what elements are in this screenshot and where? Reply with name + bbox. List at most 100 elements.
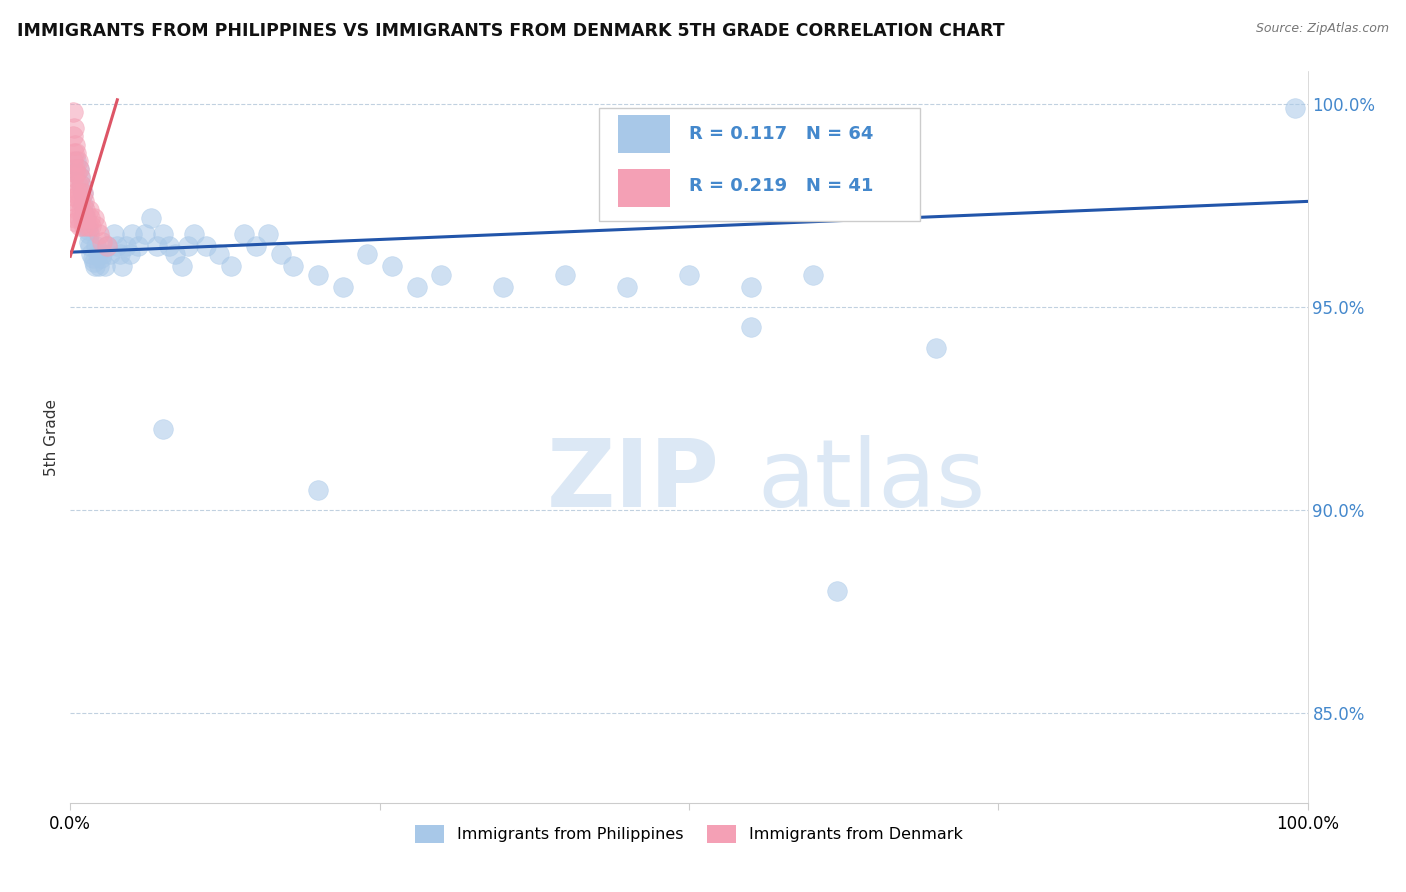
Point [157, 239, 180, 253]
Point [62, 153, 84, 168]
Point [245, 239, 267, 253]
Point [70, 202, 93, 217]
Point [152, 422, 174, 436]
Point [139, 211, 162, 225]
Point [740, 279, 762, 293]
Point [77, 227, 100, 241]
Point [83, 211, 105, 225]
Point [405, 279, 427, 293]
Point [84, 239, 107, 253]
Point [63, 121, 86, 136]
Point [65, 166, 87, 180]
Point [70, 178, 93, 193]
Point [740, 320, 762, 334]
Point [67, 161, 90, 176]
Point [66, 153, 89, 168]
Point [281, 260, 304, 274]
Point [307, 483, 329, 497]
Point [62, 129, 84, 144]
Point [73, 219, 96, 233]
Point [82, 252, 104, 266]
Point [84, 260, 107, 274]
Point [170, 260, 193, 274]
Point [94, 260, 117, 274]
Point [96, 239, 118, 253]
Point [1284, 101, 1306, 115]
Text: ZIP: ZIP [547, 435, 720, 527]
Point [65, 153, 87, 168]
Point [307, 268, 329, 282]
FancyBboxPatch shape [619, 114, 671, 153]
Point [69, 169, 91, 184]
Point [79, 239, 101, 253]
Point [554, 268, 576, 282]
Point [98, 247, 121, 261]
Point [152, 227, 174, 241]
Point [801, 268, 824, 282]
Point [827, 584, 849, 599]
Point [177, 239, 200, 253]
Point [70, 178, 93, 193]
Point [65, 211, 87, 225]
Point [66, 202, 89, 217]
Point [77, 202, 100, 217]
Point [67, 211, 90, 225]
Point [105, 239, 128, 253]
Point [134, 227, 156, 241]
Point [73, 194, 96, 209]
FancyBboxPatch shape [599, 108, 921, 221]
Text: R = 0.117   N = 64: R = 0.117 N = 64 [689, 125, 873, 143]
Point [67, 186, 90, 201]
Point [195, 239, 218, 253]
Point [381, 260, 404, 274]
Text: IMMIGRANTS FROM PHILIPPINES VS IMMIGRANTS FROM DENMARK 5TH GRADE CORRELATION CHA: IMMIGRANTS FROM PHILIPPINES VS IMMIGRANT… [17, 22, 1004, 40]
Point [146, 239, 169, 253]
Text: Source: ZipAtlas.com: Source: ZipAtlas.com [1256, 22, 1389, 36]
Point [108, 247, 131, 261]
Point [678, 268, 700, 282]
Point [72, 186, 94, 201]
Point [430, 268, 453, 282]
Point [616, 279, 638, 293]
Point [72, 186, 94, 201]
Point [62, 105, 84, 120]
Point [83, 255, 105, 269]
Legend: Immigrants from Philippines, Immigrants from Denmark: Immigrants from Philippines, Immigrants … [409, 819, 969, 850]
Point [219, 260, 242, 274]
Point [103, 227, 125, 241]
Point [69, 169, 91, 184]
Point [87, 227, 110, 241]
Point [65, 161, 87, 176]
Text: R = 0.219   N = 41: R = 0.219 N = 41 [689, 178, 873, 195]
Point [356, 247, 378, 261]
Point [127, 239, 149, 253]
Point [75, 219, 97, 233]
Point [121, 227, 143, 241]
Point [65, 190, 87, 204]
Point [96, 239, 118, 253]
Point [925, 341, 948, 355]
Point [63, 145, 86, 160]
Point [63, 194, 86, 209]
Point [86, 247, 108, 261]
Point [80, 247, 103, 261]
Point [87, 260, 110, 274]
Point [66, 178, 89, 193]
Point [115, 239, 138, 253]
Point [73, 206, 96, 220]
Point [75, 211, 97, 225]
Point [232, 227, 254, 241]
Y-axis label: 5th Grade: 5th Grade [44, 399, 59, 475]
Point [332, 279, 354, 293]
Point [69, 194, 91, 209]
Point [65, 137, 87, 152]
Point [65, 186, 87, 201]
Point [492, 279, 515, 293]
Point [84, 219, 107, 233]
Point [91, 235, 114, 249]
Point [257, 227, 280, 241]
Point [67, 161, 90, 176]
Point [165, 247, 187, 261]
Point [208, 247, 231, 261]
Point [69, 219, 91, 233]
